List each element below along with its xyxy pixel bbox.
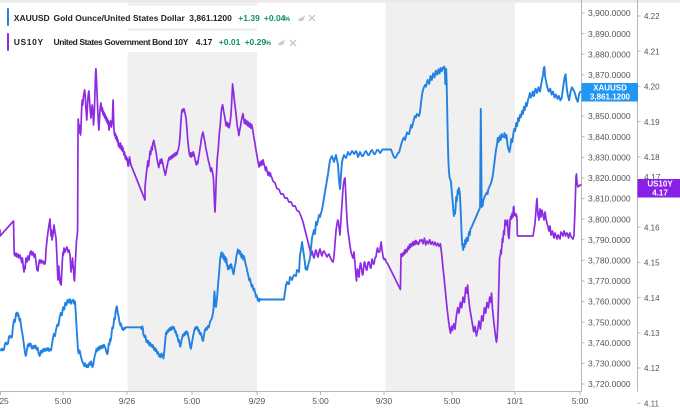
svg-text:3,830.0000: 3,830.0000 — [588, 153, 631, 163]
svg-text:4.11: 4.11 — [644, 399, 660, 408]
svg-text:3,730.0000: 3,730.0000 — [588, 359, 631, 369]
svg-text:3,790.0000: 3,790.0000 — [588, 235, 631, 245]
svg-text:5:00: 5:00 — [444, 396, 461, 406]
svg-text:4.17: 4.17 — [644, 172, 661, 182]
svg-text:4.19: 4.19 — [644, 118, 660, 127]
svg-text:4.15: 4.15 — [644, 259, 660, 268]
svg-text:4.17: 4.17 — [652, 189, 668, 198]
svg-text:3,840.0000: 3,840.0000 — [588, 132, 631, 142]
svg-text:XAUUSD: XAUUSD — [593, 84, 627, 93]
svg-text:3,820.0000: 3,820.0000 — [588, 173, 631, 183]
svg-text:3,850.0000: 3,850.0000 — [588, 111, 631, 121]
svg-text:5:00: 5:00 — [312, 396, 329, 406]
svg-text:3,800.0000: 3,800.0000 — [588, 214, 631, 224]
svg-text:5:00: 5:00 — [55, 396, 72, 406]
svg-text:3,760.0000: 3,760.0000 — [588, 297, 631, 307]
svg-text:4.14: 4.14 — [644, 294, 660, 303]
svg-text:3,740.0000: 3,740.0000 — [588, 338, 631, 348]
svg-text:3,890.0000: 3,890.0000 — [588, 29, 631, 39]
svg-text:3,810.0000: 3,810.0000 — [588, 194, 631, 204]
svg-text:9/25: 9/25 — [0, 396, 9, 406]
svg-text:3,750.0000: 3,750.0000 — [588, 317, 631, 327]
svg-text:US10Y: US10Y — [647, 180, 673, 189]
svg-text:5:00: 5:00 — [184, 396, 201, 406]
svg-text:3,880.0000: 3,880.0000 — [588, 49, 631, 59]
svg-text:3,780.0000: 3,780.0000 — [588, 256, 631, 266]
svg-text:9/26: 9/26 — [119, 396, 136, 406]
svg-text:3,770.0000: 3,770.0000 — [588, 276, 631, 286]
svg-text:3,720.0000: 3,720.0000 — [588, 379, 631, 389]
svg-text:4.12: 4.12 — [644, 364, 660, 373]
svg-text:9/30: 9/30 — [376, 396, 393, 406]
svg-text:4.13: 4.13 — [644, 329, 660, 338]
svg-text:4.22: 4.22 — [644, 12, 660, 21]
svg-text:4.21: 4.21 — [644, 47, 660, 56]
svg-text:3,861.1200: 3,861.1200 — [590, 93, 631, 102]
svg-text:10/1: 10/1 — [507, 396, 524, 406]
svg-text:4.20: 4.20 — [644, 83, 660, 92]
svg-text:3,870.0000: 3,870.0000 — [588, 70, 631, 80]
svg-text:5:00: 5:00 — [572, 396, 589, 406]
svg-text:4.16: 4.16 — [644, 223, 660, 232]
svg-text:9/29: 9/29 — [249, 396, 266, 406]
svg-text:4.18: 4.18 — [644, 153, 660, 162]
svg-text:3,900.0000: 3,900.0000 — [588, 8, 631, 18]
